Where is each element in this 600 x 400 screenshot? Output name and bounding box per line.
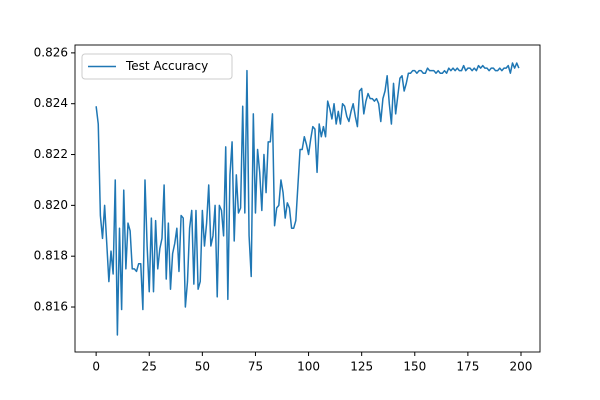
y-tick-label: 0.826: [34, 45, 68, 59]
x-tick-label: 100: [297, 360, 320, 374]
y-tick-label: 0.824: [34, 96, 68, 110]
legend-label: Test Accuracy: [125, 59, 208, 73]
y-tick-label: 0.816: [34, 300, 68, 314]
y-tick-label: 0.818: [34, 249, 68, 263]
axes-frame: [74, 44, 541, 353]
x-tick-label: 50: [195, 360, 210, 374]
x-tick-label: 125: [350, 360, 373, 374]
x-tick-label: 25: [142, 360, 157, 374]
x-tick-label: 75: [248, 360, 263, 374]
x-tick-label: 0: [92, 360, 100, 374]
y-tick-label: 0.822: [34, 147, 68, 161]
x-tick-label: 175: [456, 360, 479, 374]
legend-box: [81, 53, 233, 80]
plot-area: [95, 62, 520, 336]
y-tick-label: 0.820: [34, 198, 68, 212]
x-tick-label: 150: [403, 360, 426, 374]
x-tick-label: 200: [510, 360, 533, 374]
data-line: [95, 62, 520, 336]
